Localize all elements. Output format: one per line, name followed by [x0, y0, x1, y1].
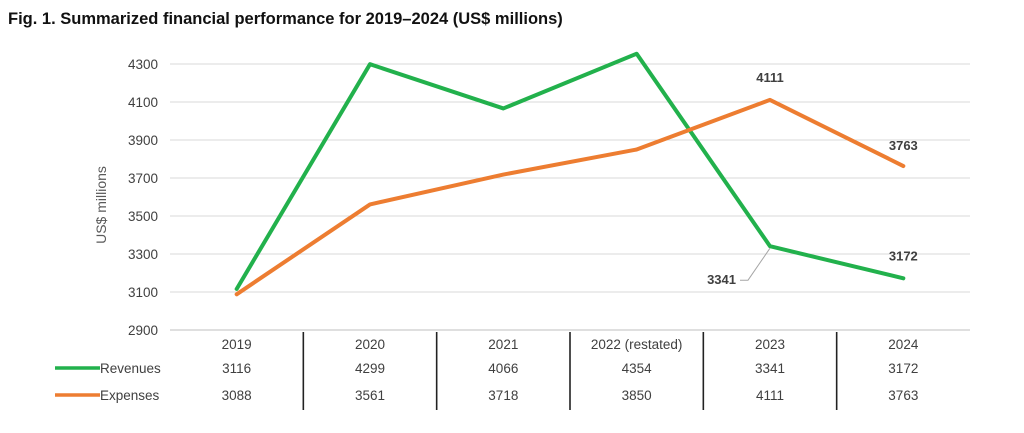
series-line-revenues: [234, 51, 906, 291]
y-tick-label: 4300: [128, 57, 158, 72]
table-cell-expenses: 4111: [756, 388, 784, 403]
y-axis-label: US$ millions: [93, 166, 109, 244]
table-cell-expenses: 3763: [888, 388, 918, 403]
table-cell-revenues: 4299: [355, 361, 385, 376]
table-cell-expenses: 3561: [355, 388, 385, 403]
table-cell-revenues: 3116: [222, 361, 251, 376]
leader-line: [740, 247, 771, 281]
figure-title: Fig. 1. Summarized financial performance…: [8, 10, 563, 28]
y-tick-label: 4100: [128, 95, 158, 110]
x-tick-label: 2023: [755, 337, 785, 352]
x-tick-label: 2024: [888, 337, 919, 352]
data-label-revenues: 3341: [707, 272, 736, 287]
table-cell-revenues: 3341: [755, 361, 785, 376]
y-tick-label: 3500: [128, 209, 158, 224]
x-tick-label: 2022 (restated): [591, 337, 683, 352]
x-tick-label: 2019: [222, 337, 252, 352]
table-cell-expenses: 3850: [622, 388, 652, 403]
y-tick-label: 3300: [128, 247, 158, 262]
x-tick-label: 2021: [488, 337, 518, 352]
x-tick-label: 2020: [355, 337, 385, 352]
series-line-expenses: [234, 97, 906, 297]
legend-label-revenues: Revenues: [100, 361, 161, 376]
legend-label-expenses: Expenses: [100, 388, 160, 403]
table-cell-expenses: 3088: [222, 388, 252, 403]
data-label-revenues: 3172: [889, 248, 918, 263]
data-label-expenses: 3763: [889, 138, 918, 153]
table-cell-revenues: 4354: [622, 361, 653, 376]
table-cell-revenues: 4066: [488, 361, 518, 376]
data-label-expenses: 4111: [756, 70, 784, 85]
y-tick-label: 3700: [128, 171, 158, 186]
table-cell-expenses: 3718: [488, 388, 518, 403]
table-cell-revenues: 3172: [888, 361, 918, 376]
y-tick-label: 2900: [128, 323, 158, 338]
y-tick-label: 3100: [128, 285, 158, 300]
y-tick-label: 3900: [128, 133, 158, 148]
